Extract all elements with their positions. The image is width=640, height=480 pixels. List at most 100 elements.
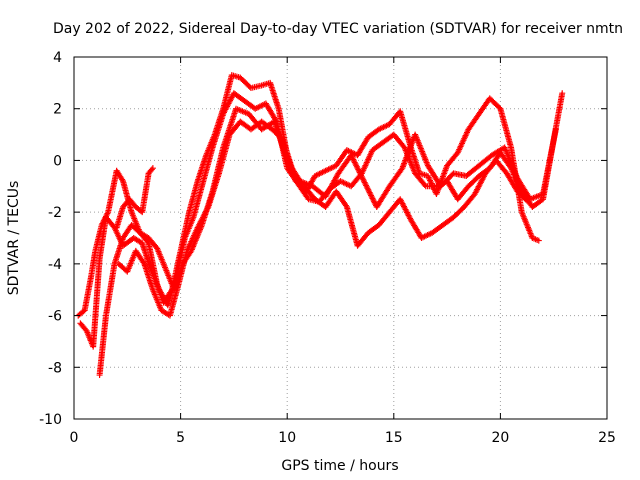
series-track-e xyxy=(113,165,156,231)
data-point-trail xyxy=(109,222,116,229)
data-point-trail xyxy=(501,167,508,174)
data-point-trail xyxy=(512,185,519,192)
data-point-trail xyxy=(447,216,454,223)
data-point-trail xyxy=(235,121,242,128)
data-point-trail xyxy=(121,266,128,273)
data-point-trail xyxy=(209,146,216,153)
data-point-trail xyxy=(522,196,529,203)
data-point-trail xyxy=(473,175,480,182)
data-point-trail xyxy=(507,142,514,149)
data-point-trail xyxy=(198,184,205,191)
data-point-trail xyxy=(266,124,273,131)
data-point-trail xyxy=(334,180,341,187)
data-point-trail xyxy=(255,120,262,127)
data-point-trail xyxy=(119,176,126,183)
data-point-trail xyxy=(534,236,541,243)
y-tick-labels: -10 -8 -6 -4 -2 0 2 4 xyxy=(39,50,62,428)
data-point-trail xyxy=(219,112,226,119)
data-point-trail xyxy=(215,171,222,178)
plot-area-frame xyxy=(73,56,608,420)
data-point-trail xyxy=(384,211,391,218)
data-point-trail xyxy=(162,264,169,271)
data-point-trail xyxy=(384,186,391,193)
series-track-d xyxy=(115,118,532,319)
data-point-trail xyxy=(463,185,470,192)
data-point-trail xyxy=(194,179,201,186)
data-point-trail xyxy=(181,236,188,243)
data-point-trail xyxy=(552,127,559,134)
data-point-trail xyxy=(238,96,245,103)
data-point-trail xyxy=(79,309,86,316)
data-point-trail xyxy=(363,232,370,239)
data-point-trail xyxy=(249,103,256,110)
data-point-trail xyxy=(175,283,182,290)
data-point-trail xyxy=(185,210,192,217)
y-tick-label: -10 xyxy=(39,412,62,428)
data-point-trail xyxy=(193,226,200,233)
data-point-trail xyxy=(299,180,306,187)
y-tick-label: -6 xyxy=(48,309,62,325)
y-tick-label: -8 xyxy=(48,360,62,376)
data-point-trail xyxy=(147,264,154,271)
data-point-trail xyxy=(183,249,190,256)
data-point-trail xyxy=(420,180,427,187)
x-tick-label: 0 xyxy=(70,430,79,446)
data-point-trail xyxy=(104,210,111,217)
data-point-trail xyxy=(128,236,135,243)
data-point-trail xyxy=(469,193,476,200)
y-tick-label: 0 xyxy=(53,153,62,169)
y-tick-label: 4 xyxy=(53,50,62,66)
x-axis-title: GPS time / hours xyxy=(281,458,398,474)
data-point-trail xyxy=(537,198,544,205)
data-point-trail xyxy=(388,133,395,140)
data-point-trail xyxy=(320,191,327,198)
data-point-trail xyxy=(558,91,565,98)
data-point-trail xyxy=(81,325,88,332)
x-tick-label: 15 xyxy=(385,430,403,446)
data-point-trail xyxy=(147,167,154,174)
data-point-trail xyxy=(92,249,99,256)
data-point-trail xyxy=(373,224,380,231)
data-point-trail xyxy=(473,164,480,171)
data-point-trail xyxy=(189,215,196,222)
y-tick-label: 2 xyxy=(53,102,62,118)
data-point-trail xyxy=(495,103,502,110)
y-axis-title: SDTVAR / TECUs xyxy=(6,181,22,296)
data-point-trail xyxy=(277,134,284,141)
data-point-trail xyxy=(523,197,530,204)
data-point-trail xyxy=(437,224,444,231)
x-tick-label: 5 xyxy=(176,430,185,446)
data-point-trail xyxy=(256,82,263,89)
data-point-trail xyxy=(130,201,137,208)
data-point-trail xyxy=(458,206,465,213)
data-point-trail xyxy=(148,166,155,173)
data-point-trail xyxy=(145,171,152,178)
data-point-trail xyxy=(155,285,162,292)
data-point-trail xyxy=(245,82,252,89)
data-point-trail xyxy=(421,181,428,188)
data-point-trail xyxy=(373,128,380,135)
data-point-trail xyxy=(111,262,118,269)
data-point-trail xyxy=(128,207,135,214)
data-point-trail xyxy=(452,152,459,159)
data-point-trail xyxy=(416,232,423,239)
data-points xyxy=(75,72,566,379)
data-point-trail xyxy=(309,193,316,200)
x-tick-label: 10 xyxy=(278,430,296,446)
data-point-trail xyxy=(342,202,349,209)
data-point-trail xyxy=(461,172,468,179)
y-tick-label: -2 xyxy=(48,205,62,221)
data-point-trail xyxy=(399,141,406,148)
data-point-trail xyxy=(321,168,328,175)
data-point-trail xyxy=(448,172,455,179)
data-point-trail xyxy=(134,227,141,234)
data-point-trail xyxy=(275,104,282,111)
data-point-trail xyxy=(525,193,532,200)
axis-ticks xyxy=(73,56,608,420)
data-point-trail xyxy=(245,124,252,131)
x-tick-labels: 0 5 10 15 20 25 xyxy=(70,430,616,446)
x-tick-label: 20 xyxy=(491,430,509,446)
x-tick-label: 25 xyxy=(598,430,616,446)
